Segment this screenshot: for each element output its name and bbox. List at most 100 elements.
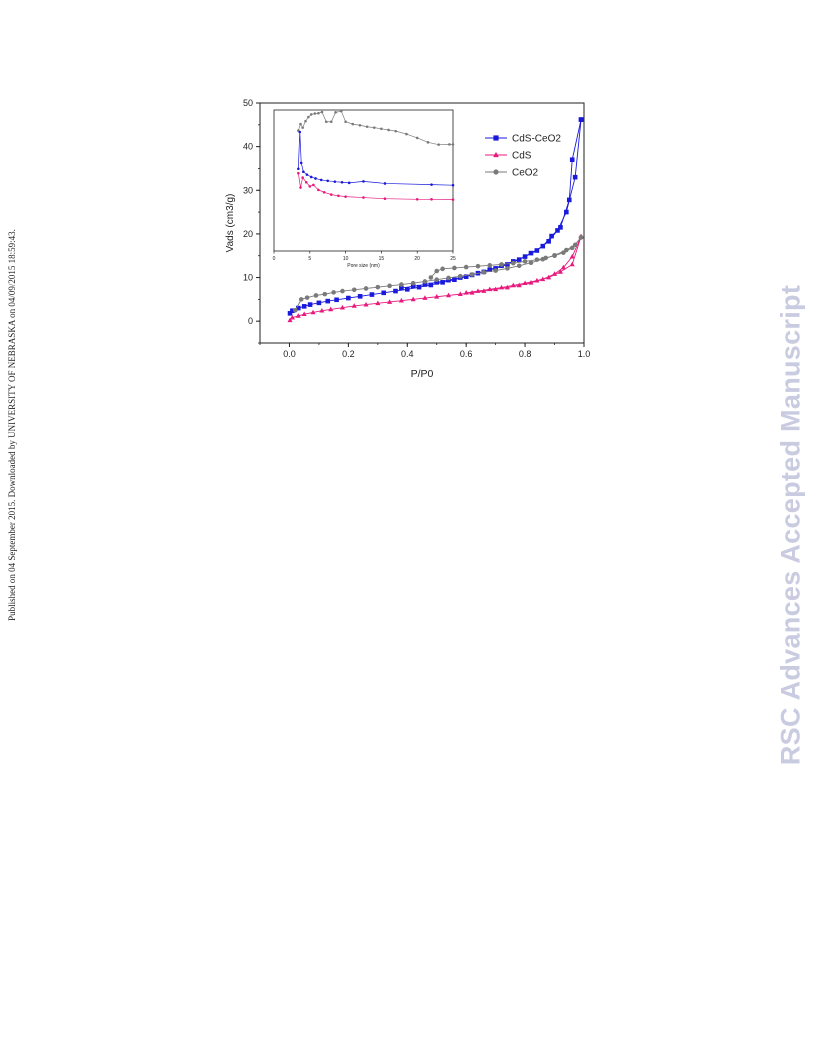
inset-data-point [451, 198, 455, 201]
adsorption-point [422, 279, 428, 284]
adsorption-point [572, 174, 578, 180]
desorption-line [430, 237, 582, 278]
adsorption-point [322, 291, 328, 297]
adsorption-point [381, 290, 387, 296]
journal-watermark: RSC Advances Accepted Manuscript [758, 240, 816, 810]
adsorption-point [307, 302, 313, 307]
y-tick-label: 10 [243, 273, 253, 283]
inset-x-tick-label: 5 [308, 256, 311, 262]
inset-data-point [415, 136, 419, 140]
adsorption-point [434, 293, 440, 299]
inset-data-point [312, 183, 315, 187]
main-plot-series [287, 117, 584, 323]
adsorption-point [457, 291, 463, 296]
isotherm-chart: 0.0 0.2 0.4 0.6 0.8 1.0 0 10 20 30 40 50 0 5 10 15 20 25… [225, 98, 590, 380]
legend-label: CeO2 [512, 168, 539, 179]
inset-data-point [314, 177, 317, 180]
desorption-point [463, 290, 469, 295]
inset-x-tick-label: 25 [450, 256, 456, 262]
inset-data-point [309, 113, 313, 116]
adsorption-point [560, 264, 566, 270]
inset-series-cds-ceo2 [297, 130, 455, 187]
inset-data-point [322, 190, 326, 194]
adsorption-point [546, 239, 551, 244]
adsorption-point [434, 277, 440, 283]
inset-data-point [362, 196, 365, 199]
inset-data-point [301, 176, 304, 179]
adsorption-point [564, 209, 569, 215]
desorption-point [399, 285, 404, 291]
adsorption-point [328, 306, 334, 312]
inset-data-point [347, 181, 351, 185]
inset-data-point [405, 132, 408, 136]
inset-x-tick-label: 15 [379, 256, 385, 262]
desorption-point [434, 280, 440, 285]
adsorption-point [346, 295, 351, 301]
adsorption-point [369, 292, 375, 297]
legend-swatch-marker [493, 169, 499, 175]
inset-data-point [301, 126, 304, 129]
adsorption-point [393, 288, 398, 294]
inset-data-point [319, 178, 323, 182]
legend-item: CeO2 [485, 168, 539, 179]
adsorption-point [310, 309, 316, 315]
adsorption-point [446, 275, 451, 281]
desorption-point [410, 283, 416, 289]
adsorption-point [301, 304, 307, 309]
adsorption-point [351, 303, 357, 308]
adsorption-point [410, 296, 416, 302]
inset-series-cds [297, 171, 455, 201]
inset-series-line [297, 132, 454, 186]
y-tick-label: 50 [243, 98, 253, 108]
adsorption-point [287, 311, 293, 316]
adsorption-point [516, 263, 522, 269]
desorption-point [428, 275, 434, 280]
inset-data-point [298, 130, 302, 134]
desorption-point [557, 269, 563, 274]
inset-data-point [426, 141, 430, 144]
y-axis-label: Vads (cm3/g) [225, 194, 236, 253]
inset-data-point [305, 173, 309, 176]
adsorption-point [440, 280, 445, 285]
inset-data-point [304, 180, 308, 184]
inset-data-point [329, 193, 333, 196]
adsorption-point [301, 311, 307, 317]
inset-data-point [344, 120, 347, 124]
adsorption-point [428, 282, 434, 288]
adsorption-point [313, 293, 319, 298]
adsorption-point [351, 287, 357, 293]
adsorption-point [375, 284, 381, 290]
legend-item: CdS [485, 151, 532, 162]
desorption-point [546, 274, 552, 280]
axis-labels: P/P0 Vads (cm3/g) [225, 194, 434, 380]
desorption-point [510, 282, 516, 288]
adsorption-point [387, 299, 393, 304]
desorption-point [566, 197, 572, 203]
publication-side-note-text: Published on 04 September 2015. Download… [7, 229, 17, 621]
desorption-point [463, 264, 469, 270]
inset-series-ceo2 [297, 109, 455, 146]
x-tick-label: 0.0 [283, 349, 296, 359]
inset-data-point [448, 143, 451, 146]
adsorption-point [528, 260, 534, 266]
inset-plot: 0 5 10 15 20 25 Pore size (nm) [273, 109, 456, 269]
adsorption-point [410, 280, 416, 286]
series-ceo2 [293, 235, 584, 313]
inset-data-point [299, 122, 302, 126]
publication-side-note: Published on 04 September 2015. Download… [2, 190, 22, 660]
adsorption-point [387, 283, 392, 289]
inset-data-point [320, 110, 324, 114]
x-tick-label: 0.8 [519, 349, 532, 359]
adsorption-point [504, 284, 510, 290]
inset-data-point [362, 180, 365, 183]
desorption-point [422, 282, 428, 287]
adsorption-point [552, 271, 558, 276]
legend: CdS-CeO2 CdS CeO2 [485, 134, 561, 179]
legend-swatch-marker [493, 135, 499, 141]
adsorption-point [404, 287, 410, 292]
adsorption-point [505, 266, 510, 271]
adsorption-point [569, 253, 575, 259]
inset-data-point [299, 161, 303, 165]
adsorption-point [375, 300, 381, 306]
adsorption-point [340, 288, 345, 294]
